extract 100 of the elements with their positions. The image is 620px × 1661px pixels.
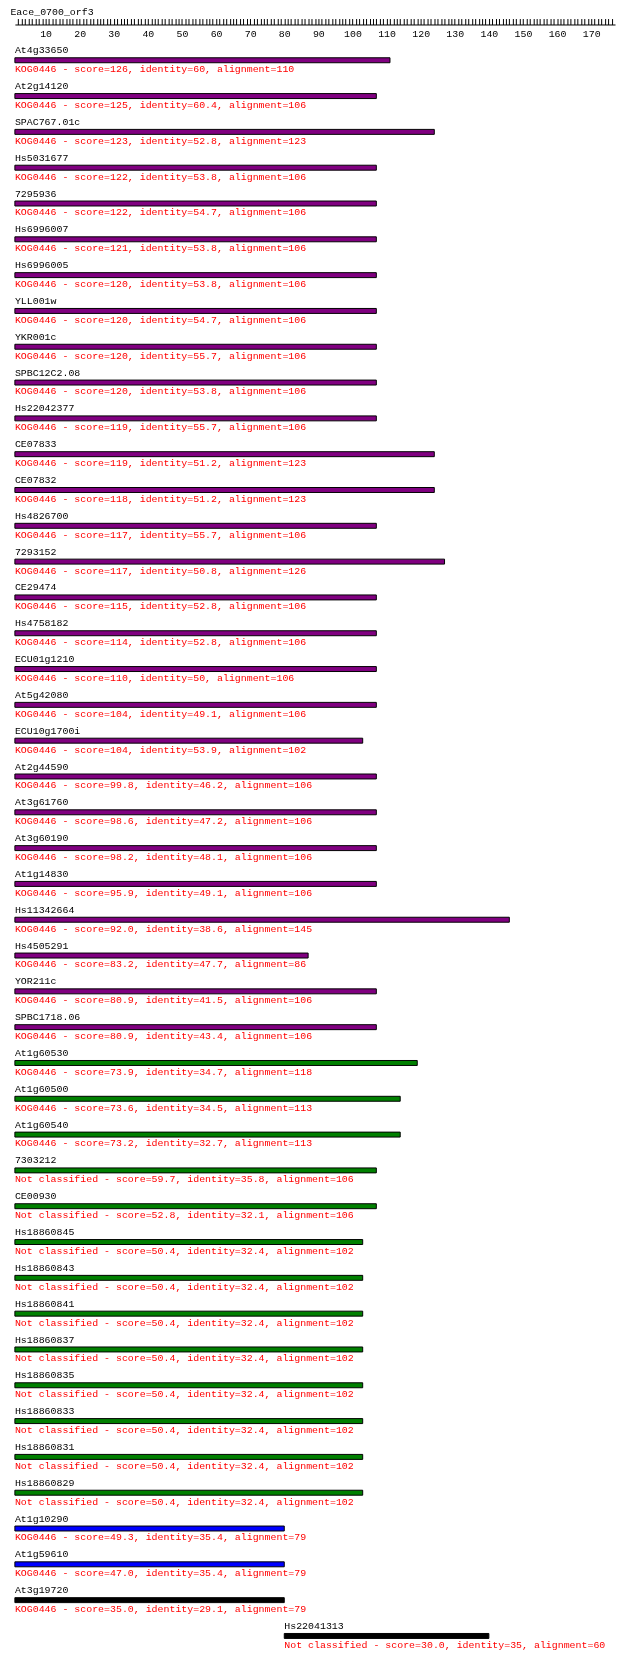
bar xyxy=(14,1095,401,1102)
bar xyxy=(14,1059,418,1066)
data-label: KOG0446 - score=104, identity=53.9, alignment=102 xyxy=(14,744,307,756)
bar xyxy=(14,200,377,207)
y-tick-label: Hs6996007 xyxy=(14,224,69,236)
y-tick-label: CE07833 xyxy=(14,439,57,451)
data-label: KOG0446 - score=120, identity=53.8, alignment=106 xyxy=(14,279,307,291)
y-tick-label: Hs6996005 xyxy=(14,260,69,272)
data-label: KOG0446 - score=95.9, identity=49.1, alignment=106 xyxy=(14,887,313,899)
bar xyxy=(14,451,435,458)
data-label: KOG0446 - score=83.2, identity=47.7, alignment=86 xyxy=(14,959,307,971)
y-tick-label: At1g10290 xyxy=(14,1513,69,1525)
x-tick-label: 110 xyxy=(378,28,397,40)
bar xyxy=(14,164,377,171)
y-tick-label: Hs4758182 xyxy=(14,618,69,630)
data-label: KOG0446 - score=73.9, identity=34.7, alignment=118 xyxy=(14,1066,313,1078)
data-label: Not classified - score=59.7, identity=35.8, alignment=106 xyxy=(14,1174,354,1186)
data-label: Not classified - score=30.0, identity=35, alignment=60 xyxy=(284,1639,606,1651)
y-tick-label: 7295936 xyxy=(14,188,57,200)
x-tick-label: 100 xyxy=(344,28,362,40)
x-tick-label: 70 xyxy=(244,28,257,40)
bar xyxy=(14,880,377,887)
y-tick-label: At1g14830 xyxy=(14,868,69,880)
data-label: KOG0446 - score=121, identity=53.8, alignment=106 xyxy=(14,243,307,255)
data-label: Not classified - score=50.4, identity=32.4, alignment=102 xyxy=(14,1389,354,1401)
y-tick-label: At4g33650 xyxy=(14,45,69,57)
bar xyxy=(14,1274,364,1281)
y-tick-label: At3g61760 xyxy=(14,797,69,809)
bar xyxy=(14,487,435,493)
bar xyxy=(14,57,391,64)
x-tick-label: 130 xyxy=(446,28,465,40)
y-tick-label: ECU01g1210 xyxy=(14,654,75,666)
data-label: KOG0446 - score=120, identity=53.8, alignment=106 xyxy=(14,386,307,398)
bar xyxy=(14,343,377,350)
x-tick-label: 90 xyxy=(312,28,325,40)
bar xyxy=(14,845,377,852)
bar xyxy=(14,307,377,314)
y-tick-label: At5g42080 xyxy=(14,689,69,701)
data-label: Not classified - score=52.8, identity=32.1, alignment=106 xyxy=(14,1210,354,1222)
y-tick-label: Hs4505291 xyxy=(14,940,69,952)
y-tick-label: SPAC767.01c xyxy=(14,116,81,128)
data-label: Not classified - score=50.4, identity=32.4, alignment=102 xyxy=(14,1317,354,1329)
bar xyxy=(14,379,377,386)
data-label: KOG0446 - score=99.8, identity=46.2, alignment=106 xyxy=(14,780,313,792)
bar xyxy=(14,594,377,601)
y-tick-label: CE29474 xyxy=(14,582,57,594)
data-label: KOG0446 - score=92.0, identity=38.6, alignment=145 xyxy=(14,923,313,935)
y-tick-label: At2g44590 xyxy=(14,761,69,773)
data-label: KOG0446 - score=125, identity=60.4, alignment=106 xyxy=(14,99,307,111)
y-tick-label: At3g19720 xyxy=(14,1585,69,1597)
y-tick-label: Hs18860835 xyxy=(14,1370,75,1382)
data-label: KOG0446 - score=115, identity=52.8, alignment=106 xyxy=(14,601,307,613)
y-tick-label: Hs18860841 xyxy=(14,1298,75,1310)
bar xyxy=(14,1310,364,1317)
y-tick-label: Hs18860829 xyxy=(14,1477,75,1489)
bar xyxy=(14,630,377,637)
y-tick-label: Hs18860843 xyxy=(14,1262,75,1274)
bar xyxy=(14,558,446,565)
y-tick-label: 7293152 xyxy=(14,546,57,558)
x-tick-label: 10 xyxy=(40,28,53,40)
data-label: KOG0446 - score=114, identity=52.8, alignment=106 xyxy=(14,637,307,649)
bar xyxy=(14,988,377,995)
bar xyxy=(14,1239,364,1246)
data-label: Not classified - score=50.4, identity=32.4, alignment=102 xyxy=(14,1424,354,1436)
bar xyxy=(14,415,377,422)
y-tick-label: Hs5031677 xyxy=(14,152,69,164)
x-tick-label: 160 xyxy=(548,28,567,40)
y-tick-label: CE07832 xyxy=(14,475,57,487)
data-label: KOG0446 - score=98.6, identity=47.2, alignment=106 xyxy=(14,816,313,828)
chart-title: Eace_0700_orf3 xyxy=(10,7,94,19)
y-tick-label: At1g60530 xyxy=(14,1048,69,1060)
y-tick-label: SPBC12C2.08 xyxy=(14,367,81,379)
bar xyxy=(14,809,377,816)
bar xyxy=(14,737,364,744)
y-tick-label: YKR001c xyxy=(14,331,57,343)
x-tick-label: 120 xyxy=(412,28,431,40)
bar xyxy=(14,1489,364,1496)
data-label: KOG0446 - score=104, identity=49.1, alignment=106 xyxy=(14,708,307,720)
y-tick-label: At3g60190 xyxy=(14,833,69,845)
y-tick-label: Hs18860837 xyxy=(14,1334,75,1346)
data-label: KOG0446 - score=126, identity=60, alignment=110 xyxy=(14,64,295,76)
y-tick-label: Hs18860833 xyxy=(14,1406,75,1418)
data-label: KOG0446 - score=35.0, identity=29.1, alignment=79 xyxy=(14,1604,307,1616)
y-tick-label: Hs22041313 xyxy=(284,1621,344,1633)
y-tick-label: Hs22042377 xyxy=(14,403,75,415)
x-tick-label: 30 xyxy=(108,28,121,40)
bar xyxy=(14,1525,285,1532)
data-label: KOG0446 - score=73.2, identity=32.7, alignment=113 xyxy=(14,1138,313,1150)
data-label: Not classified - score=50.4, identity=32.4, alignment=102 xyxy=(14,1353,354,1365)
data-label: KOG0446 - score=119, identity=51.2, alignment=123 xyxy=(14,458,307,470)
x-tick-label: 150 xyxy=(514,28,533,40)
data-label: Not classified - score=50.4, identity=32.4, alignment=102 xyxy=(14,1460,354,1472)
bar xyxy=(14,1346,364,1353)
bar xyxy=(14,1561,285,1568)
bar xyxy=(14,272,377,279)
bar xyxy=(14,1382,364,1389)
bar xyxy=(14,1167,377,1174)
x-tick-label: 40 xyxy=(142,28,155,40)
data-label: KOG0446 - score=73.6, identity=34.5, alignment=113 xyxy=(14,1102,313,1114)
x-tick-label: 170 xyxy=(582,28,601,40)
